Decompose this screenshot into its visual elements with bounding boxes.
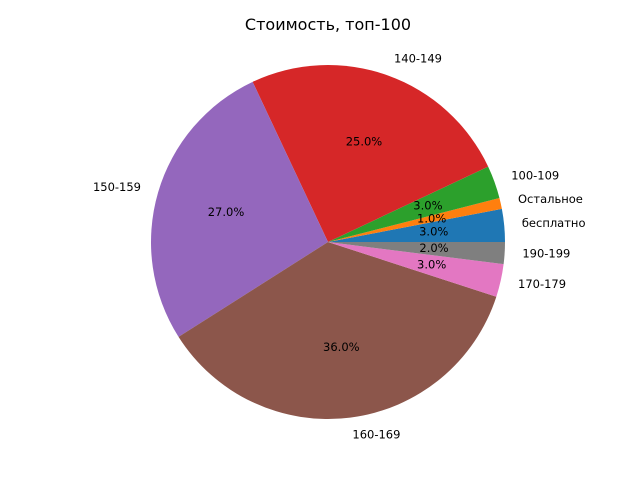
slice-percent-160-169: 36.0% [323,340,360,354]
slice-label-100-109: 100-109 [511,169,559,183]
pie-slice-бесплатно [328,208,505,242]
slice-label-150-159: 150-159 [93,180,141,194]
pie-slice-140-149 [252,64,489,242]
chart-title: Стоимость, топ-100 [245,15,411,34]
pie-slice-150-159 [151,81,328,337]
slice-percent-100-109: 3.0% [413,199,442,213]
pie-labels: бесплатно 3.0% Остальное 1.0% 100-109 3.0% 140… [93,51,586,441]
slice-label-160-169: 160-169 [352,428,400,442]
pie-slice-170-179 [328,242,504,297]
pie-slice-160-169 [178,242,497,419]
pie-slice-190-199 [328,242,505,265]
slice-label-остальное: Остальное [518,192,583,206]
pie-slice-остальное [328,197,502,242]
slice-percent-150-159: 27.0% [208,205,245,219]
slice-label-140-149: 140-149 [394,51,442,65]
slice-label-170-179: 170-179 [518,277,566,291]
pie-slices [151,64,505,419]
slice-label-бесплатно: бесплатно [522,216,586,230]
slice-percent-140-149: 25.0% [346,135,383,149]
slice-percent-190-199: 2.0% [419,241,448,255]
pie-slice-100-109 [328,166,500,242]
slice-label-190-199: 190-199 [522,247,570,261]
slice-percent-остальное: 1.0% [417,211,446,225]
slice-percent-бесплатно: 3.0% [419,225,448,239]
slice-percent-170-179: 3.0% [417,258,446,272]
